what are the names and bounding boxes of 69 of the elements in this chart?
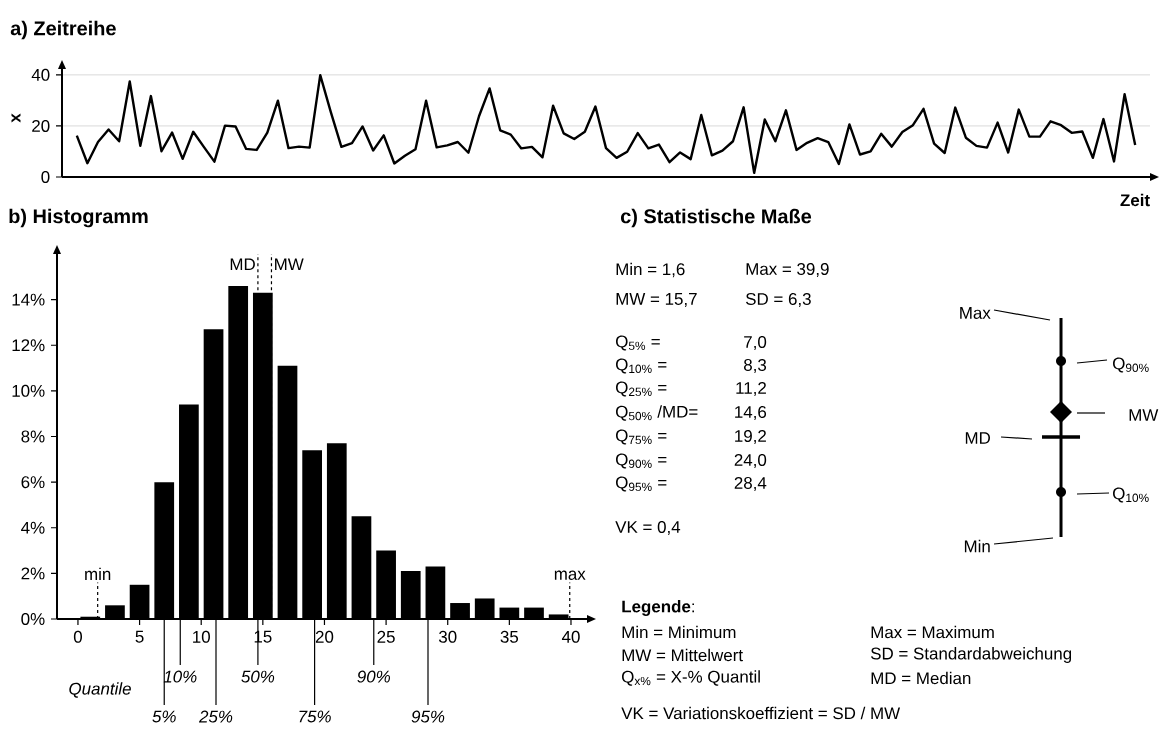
ref-line-label: max <box>554 570 586 580</box>
x-tick-label: 0 <box>73 630 83 643</box>
text: VK = Variationskoeffizient = SD / MW <box>621 706 901 720</box>
text: c) Statistische Maße <box>620 208 812 228</box>
line-series <box>75 73 1137 175</box>
text: Quantile <box>69 682 131 698</box>
y-tick-label: 8% <box>21 430 45 443</box>
y-tick-label: 20 <box>32 119 50 132</box>
text: Min = Minimum <box>622 625 736 639</box>
ref-line-label: MW <box>275 258 304 271</box>
y-tick-label: 14% <box>12 293 45 306</box>
y-tick-label: 4% <box>21 521 45 534</box>
ref-line-label: MD <box>230 258 255 271</box>
text: Q$_{95%}$ = <box>616 476 667 492</box>
text: Q$_{90%}$ = <box>616 453 667 469</box>
annotation: 50% <box>241 670 275 683</box>
text: Q$_{10%}$ <box>1113 487 1149 503</box>
text: VK = 0,4 <box>615 521 681 535</box>
text: 19,2 <box>735 430 766 444</box>
y-tick-label: 12% <box>12 339 45 352</box>
annotation: 25% <box>198 710 233 723</box>
text: 28,4 <box>734 477 767 491</box>
text: 14,6 <box>735 406 767 420</box>
text: MD <box>965 432 990 444</box>
annotation: 5% <box>152 710 176 723</box>
text: Max <box>960 307 991 319</box>
text: MD = Median <box>871 671 971 685</box>
annotation: 75% <box>299 710 331 723</box>
y-axis-title: x <box>11 113 21 123</box>
x-tick-label: 10 <box>193 630 210 643</box>
text: Q$_{5%}$ = <box>616 335 660 351</box>
x-tick-label: 35 <box>500 630 519 643</box>
text: Legende: <box>622 600 694 616</box>
text: Q$_{75%}$ = <box>616 429 667 445</box>
x-axis-title: Zeit <box>1120 193 1150 207</box>
y-tick-label: 0% <box>21 613 45 625</box>
text: Min <box>964 539 990 553</box>
annotation: 95% <box>411 710 445 723</box>
text: Max = 39,9 <box>746 263 829 277</box>
x-tick-label: 30 <box>438 630 457 643</box>
text: SD = 6,3 <box>745 293 811 307</box>
x-tick-label: 40 <box>561 630 580 643</box>
ref-line-label: min <box>85 567 111 580</box>
y-tick-label: 6% <box>21 476 45 489</box>
x-tick-label: 25 <box>377 630 395 643</box>
text: Max = Maximum <box>871 625 994 639</box>
text: Q$_{50%}$ /MD= <box>616 405 698 421</box>
text: 24,0 <box>734 454 767 468</box>
text: 7,0 <box>744 336 767 350</box>
text: MW <box>1129 409 1159 421</box>
y-tick-label: 0 <box>41 171 50 183</box>
x-tick-label: 20 <box>315 630 334 643</box>
text: 11,2 <box>736 382 766 396</box>
y-tick-label: 2% <box>21 567 45 580</box>
chart-title: b) Histogramm <box>9 208 148 228</box>
text: Q$_{x%}$ = X-% Quantil <box>622 670 760 686</box>
annotation: 90% <box>357 670 390 683</box>
chart-title: a) Zeitreihe <box>10 20 116 40</box>
text: Q$_{25%}$ = <box>616 381 667 397</box>
y-tick-label: 40 <box>31 68 50 81</box>
text: Q$_{90%}$ <box>1113 357 1149 373</box>
text: SD = Standardabweichung <box>870 647 1072 663</box>
text: 8,3 <box>744 359 767 373</box>
text: Min = 1,6 <box>616 262 685 278</box>
y-tick-label: 10% <box>12 384 45 397</box>
text: Q$_{10%}$ = <box>616 358 667 374</box>
x-tick-label: 5 <box>135 630 144 643</box>
text: MW = 15,7 <box>616 293 697 307</box>
text: MW = Mittelwert <box>622 648 743 662</box>
